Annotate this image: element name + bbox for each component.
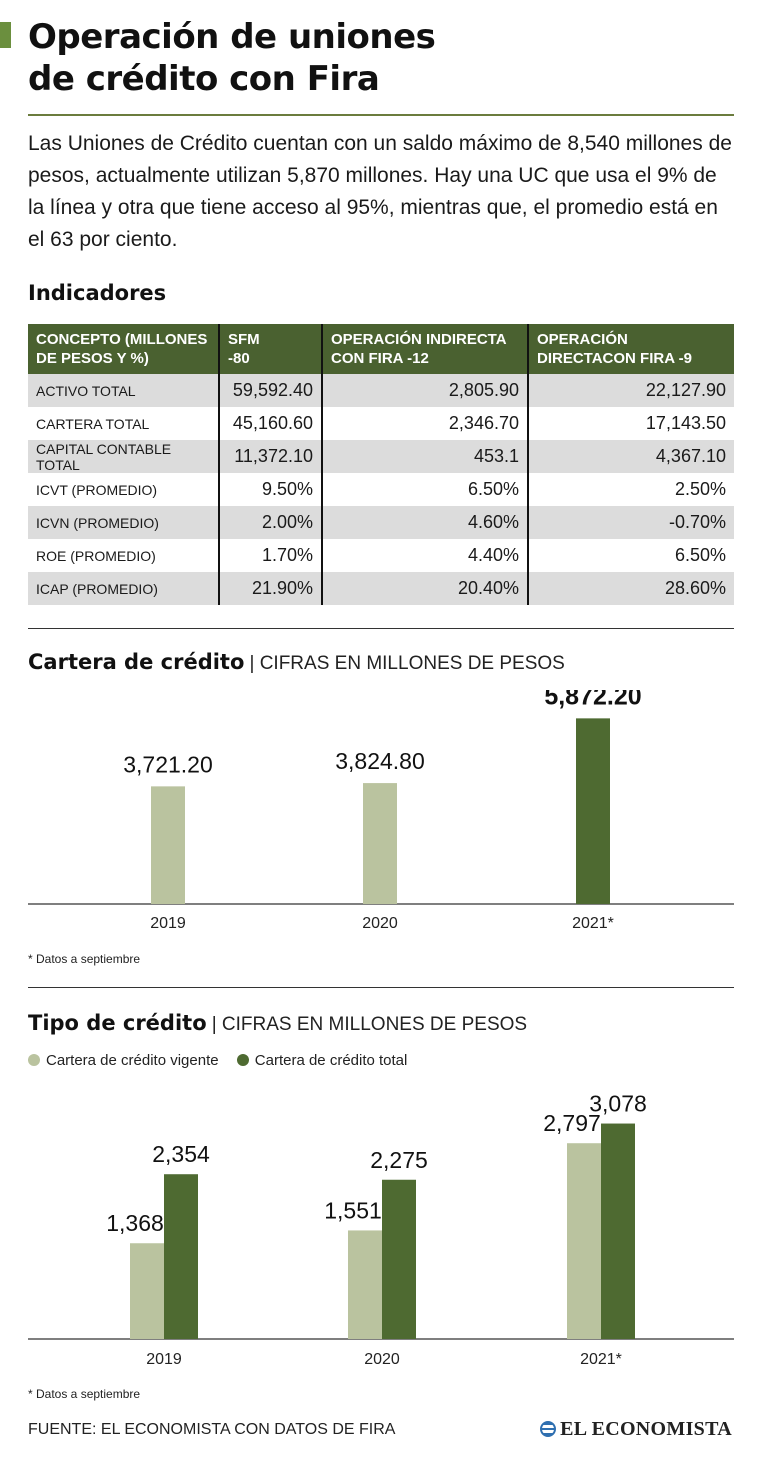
source-credit: FUENTE: EL ECONOMISTA CON DATOS DE FIRA <box>28 1421 396 1438</box>
bar-2020 <box>363 783 397 904</box>
bar-total-2020 <box>382 1179 416 1339</box>
title-line-2: de crédito con Fira <box>28 59 380 99</box>
row-label: ICVT (PROMEDIO) <box>28 473 218 506</box>
cell-sfm: 9.50% <box>218 473 321 506</box>
x-tick-label: 2019 <box>146 1351 182 1368</box>
bar-value-label: 3,078 <box>589 1091 647 1117</box>
header-operacion-directa: OPERACIÓN DIRECTACON FIRA -9 <box>527 324 734 374</box>
x-tick-label: 2019 <box>150 915 186 932</box>
bar-2021 <box>576 718 610 904</box>
legend-label-vigente: Cartera de crédito vigente <box>46 1052 219 1069</box>
x-tick-label: 2021* <box>572 915 614 932</box>
chart-2-note: * Datos a septiembre <box>28 1387 141 1401</box>
chart-2-title: Tipo de crédito <box>28 1011 207 1035</box>
bar-value-label: 3,824.80 <box>335 748 425 774</box>
table-row: ICVT (PROMEDIO) 9.50% 6.50% 2.50% <box>28 473 734 506</box>
legend-item-total: Cartera de crédito total <box>236 1052 408 1069</box>
chart-1-cartera: 3,721.20 2019 3,824.80 2020 5,872.20 2021* <box>28 690 734 932</box>
chart-1-note: * Datos a septiembre <box>28 952 141 966</box>
bar-vigente-2019 <box>130 1243 164 1339</box>
cell-indirecta: 2,346.70 <box>321 407 527 440</box>
table-row: ACTIVO TOTAL 59,592.40 2,805.90 22,127.9… <box>28 374 734 407</box>
legend-label-total: Cartera de crédito total <box>254 1052 408 1069</box>
bar-vigente-2021 <box>567 1143 601 1339</box>
table-header-row: CONCEPTO (MILLONES DE PESOS Y %) SFM -80 O… <box>28 324 734 374</box>
bar-2019 <box>151 786 185 904</box>
chart-2-subtitle: | CIFRAS EN MILLONES DE PESOS <box>211 1014 528 1035</box>
chart-2-header: Tipo de crédito | CIFRAS EN MILLONES DE … <box>28 1011 527 1036</box>
section-divider-2 <box>28 987 734 988</box>
row-label: CARTERA TOTAL <box>28 407 218 440</box>
chart-1-title: Cartera de crédito <box>28 650 245 674</box>
row-label: ACTIVO TOTAL <box>28 374 218 407</box>
x-tick-label: 2021* <box>580 1351 622 1368</box>
chart-1-header: Cartera de crédito | CIFRAS EN MILLONES … <box>28 650 565 675</box>
table-row: ROE (PROMEDIO) 1.70% 4.40% 6.50% <box>28 539 734 572</box>
row-label: ROE (PROMEDIO) <box>28 539 218 572</box>
x-tick-label: 2020 <box>362 915 398 932</box>
cell-directa: 6.50% <box>527 539 734 572</box>
table-row: ICVN (PROMEDIO) 2.00% 4.60% -0.70% <box>28 506 734 539</box>
bar-total-2019 <box>164 1174 198 1339</box>
brand-logo: EL ECONOMISTA <box>540 1418 732 1441</box>
title-line-1: Operación de uniones <box>28 17 436 57</box>
page-title: Operación de uniones de crédito con Fira <box>28 16 436 100</box>
brand-name: EL ECONOMISTA <box>560 1418 732 1440</box>
cell-directa: 4,367.10 <box>527 440 734 473</box>
bar-value-label: 3,721.20 <box>123 751 213 777</box>
header-sfm: SFM -80 <box>218 324 321 374</box>
row-label: ICAP (PROMEDIO) <box>28 572 218 605</box>
cell-sfm: 2.00% <box>218 506 321 539</box>
chart-2-legend: Cartera de crédito vigente Cartera de cr… <box>28 1052 421 1069</box>
cell-sfm: 59,592.40 <box>218 374 321 407</box>
cell-directa: 22,127.90 <box>527 374 734 407</box>
table-row: CARTERA TOTAL 45,160.60 2,346.70 17,143.… <box>28 407 734 440</box>
title-divider <box>28 114 734 116</box>
cell-indirecta: 20.40% <box>321 572 527 605</box>
cell-directa: 17,143.50 <box>527 407 734 440</box>
title-accent-bar <box>0 22 11 48</box>
header-concepto: CONCEPTO (MILLONES DE PESOS Y %) <box>28 324 218 374</box>
cell-directa: -0.70% <box>527 506 734 539</box>
cell-directa: 28.60% <box>527 572 734 605</box>
legend-item-vigente: Cartera de crédito vigente <box>28 1052 219 1069</box>
cell-sfm: 1.70% <box>218 539 321 572</box>
cell-directa: 2.50% <box>527 473 734 506</box>
bar-value-label: 1,368 <box>106 1210 164 1236</box>
bar-value-label: 5,872.20 <box>544 690 641 710</box>
chart-1-subtitle: | CIFRAS EN MILLONES DE PESOS <box>249 653 565 674</box>
cell-sfm: 45,160.60 <box>218 407 321 440</box>
header-operacion-indirecta: OPERACIÓN INDIRECTA CON FIRA -12 <box>321 324 527 374</box>
row-label: CAPITAL CONTABLE TOTAL <box>28 440 218 473</box>
indicators-heading: Indicadores <box>28 281 167 305</box>
cell-sfm: 11,372.10 <box>218 440 321 473</box>
cell-indirecta: 6.50% <box>321 473 527 506</box>
cell-indirecta: 2,805.90 <box>321 374 527 407</box>
legend-swatch-vigente <box>28 1054 40 1066</box>
cell-indirecta: 453.1 <box>321 440 527 473</box>
intro-paragraph: Las Uniones de Crédito cuentan con un sa… <box>28 132 732 251</box>
bar-vigente-2020 <box>348 1230 382 1339</box>
cell-indirecta: 4.60% <box>321 506 527 539</box>
bar-value-label: 2,797 <box>543 1110 601 1136</box>
row-label: ICVN (PROMEDIO) <box>28 506 218 539</box>
x-tick-label: 2020 <box>364 1351 400 1368</box>
legend-swatch-total <box>236 1054 249 1066</box>
section-divider-1 <box>28 628 734 629</box>
globe-icon <box>540 1421 557 1437</box>
table-row: ICAP (PROMEDIO) 21.90% 20.40% 28.60% <box>28 572 734 605</box>
bar-value-label: 2,275 <box>370 1147 428 1173</box>
cell-sfm: 21.90% <box>218 572 321 605</box>
cell-indirecta: 4.40% <box>321 539 527 572</box>
bar-value-label: 1,551 <box>324 1197 382 1223</box>
indicators-table: CONCEPTO (MILLONES DE PESOS Y %) SFM -80 O… <box>28 324 734 605</box>
table-row: CAPITAL CONTABLE TOTAL 11,372.10 453.1 4… <box>28 440 734 473</box>
bar-total-2021 <box>601 1123 635 1339</box>
bar-value-label: 2,354 <box>152 1141 210 1167</box>
